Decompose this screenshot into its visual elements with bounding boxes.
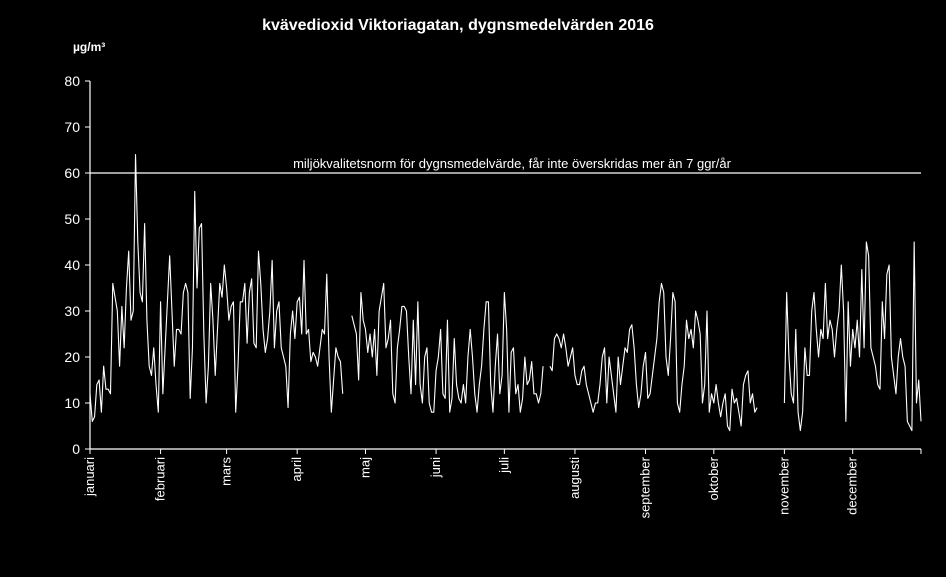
x-tick-label-februari: februari — [153, 457, 168, 501]
x-axis: januari februari mars april maj juni juli augus… — [82, 449, 922, 518]
series-0-line-segment-0 — [89, 154, 344, 422]
x-tick-label-augusti: augusti — [567, 457, 582, 499]
x-tick-label-mars: mars — [219, 457, 234, 486]
axes — [89, 81, 921, 450]
x-tick-label-maj: maj — [357, 457, 372, 478]
x-tick-label-juni: juni — [428, 457, 443, 478]
y-tick-label-0: 0 — [72, 441, 80, 457]
x-tick-label-oktober: oktober — [706, 456, 721, 500]
y-tick-label-70: 70 — [64, 119, 80, 135]
threshold-label: miljökvalitetsnorm för dygnsmedelvärde, … — [293, 156, 732, 171]
x-tick-label-december: december — [845, 456, 860, 514]
y-tick-label-20: 20 — [64, 349, 80, 365]
y-tick-label-10: 10 — [64, 395, 80, 411]
y-axis-unit: µg/m³ — [73, 40, 105, 54]
series-group — [89, 154, 922, 432]
x-tick-label-november: november — [776, 456, 791, 514]
y-tick-label-40: 40 — [64, 257, 80, 273]
series-0-line-segment-2 — [549, 282, 758, 432]
x-tick-label-juli: juli — [496, 457, 511, 474]
x-tick-label-april: april — [289, 457, 304, 482]
y-tick-label-60: 60 — [64, 165, 80, 181]
y-tick-label-80: 80 — [64, 73, 80, 89]
chart-title: kvävedioxid Viktoriagatan, dygnsmedelvär… — [262, 17, 654, 34]
y-axis-ticks: 0 10 20 30 40 50 60 70 80 — [64, 73, 90, 457]
series-0-line-segment-1 — [351, 282, 544, 413]
y-tick-label-50: 50 — [64, 211, 80, 227]
y-tick-label-30: 30 — [64, 303, 80, 319]
x-tick-label-september: september — [638, 456, 653, 518]
x-tick-label-januari: januari — [82, 457, 97, 497]
series-0-line-segment-3 — [783, 241, 922, 432]
